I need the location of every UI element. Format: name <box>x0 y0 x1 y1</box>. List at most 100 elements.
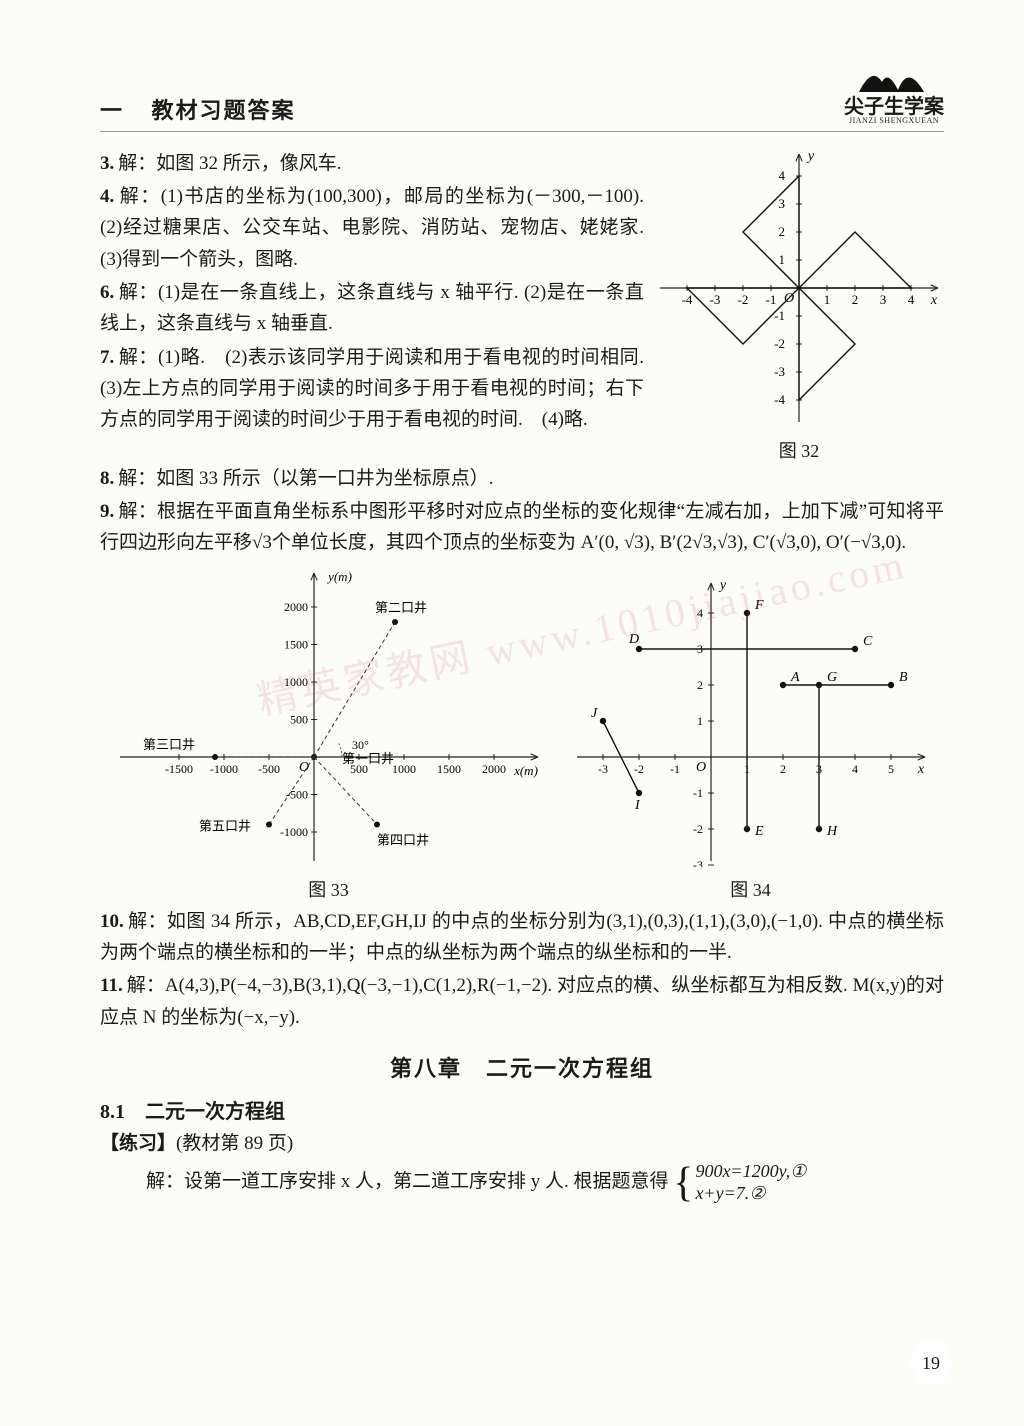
svg-text:-1: -1 <box>670 762 680 776</box>
svg-text:y: y <box>717 578 726 593</box>
figure-34: xyO-3-2-112345-3-2-11234ABCDEFGHIJ <box>571 577 931 867</box>
answer-10: 10.解：如图 34 所示，AB,CD,EF,GH,IJ 的中点的坐标分别为(3… <box>100 906 944 969</box>
header-left: 一 教材习题答案 <box>100 93 296 125</box>
svg-text:第二口井: 第二口井 <box>375 600 427 615</box>
svg-text:1500: 1500 <box>437 762 461 776</box>
svg-text:-2: -2 <box>774 336 785 351</box>
svg-text:-1000: -1000 <box>280 825 308 839</box>
answer-6-text: 解：(1)是在一条直线上，这条直线与 x 轴平行. (2)是在一条直线上，这条直… <box>100 282 644 334</box>
svg-text:x: x <box>916 762 924 777</box>
svg-text:C: C <box>863 634 873 649</box>
svg-text:3: 3 <box>779 196 786 211</box>
svg-text:x(m): x(m) <box>513 763 538 778</box>
svg-text:2: 2 <box>780 762 786 776</box>
svg-text:G: G <box>827 670 837 685</box>
svg-text:第四口井: 第四口井 <box>377 832 429 847</box>
svg-text:D: D <box>628 632 639 647</box>
practice-answer-text: 解：设第一道工序安排 x 人，第二道工序安排 y 人. 根据题意得 <box>146 1171 669 1192</box>
svg-text:y(m): y(m) <box>326 569 352 584</box>
practice-label: 【练习】(教材第 89 页) <box>100 1128 944 1155</box>
answer-3-text: 解：如图 32 所示，像风车. <box>118 153 341 174</box>
svg-text:第五口井: 第五口井 <box>199 818 251 833</box>
figure-34-caption: 图 34 <box>571 876 931 902</box>
svg-text:-3: -3 <box>710 292 721 307</box>
header-title: 教材习题答案 <box>152 98 296 123</box>
figure-32: xyO-4-3-2-11234-4-3-2-11234 <box>654 148 944 428</box>
svg-text:2: 2 <box>697 678 703 692</box>
practice-ref: (教材第 89 页) <box>176 1133 293 1154</box>
svg-text:E: E <box>754 824 764 839</box>
svg-text:1000: 1000 <box>284 675 308 689</box>
left-brace-icon: { <box>673 1162 693 1204</box>
equation-2: x+y=7.② <box>695 1183 806 1205</box>
svg-text:30°: 30° <box>352 738 369 752</box>
svg-text:第三口井: 第三口井 <box>143 737 195 752</box>
answer-9: 9.解：根据在平面直角坐标系中图形平移时对应点的坐标的变化规律“左减右加，上加下… <box>100 496 944 559</box>
svg-text:-2: -2 <box>634 762 644 776</box>
svg-text:-1: -1 <box>693 786 703 800</box>
svg-text:J: J <box>591 706 598 721</box>
equation-system: { 900x=1200y,① x+y=7.② <box>673 1161 806 1204</box>
svg-text:-1500: -1500 <box>165 762 193 776</box>
svg-text:1000: 1000 <box>392 762 416 776</box>
svg-text:1: 1 <box>824 292 831 307</box>
logo: 尖子生学案 JIANZI SHENGXUEAN <box>844 60 944 125</box>
answer-4: 4.解：(1)书店的坐标为(100,300)，邮局的坐标为(－300,－100)… <box>100 181 644 275</box>
svg-text:O: O <box>298 760 308 775</box>
logo-sub: JIANZI SHENGXUEAN <box>844 117 944 125</box>
svg-text:-4: -4 <box>774 392 785 407</box>
answer-11-text: 解：A(4,3),P(−4,−3),B(3,1),Q(−3,−1),C(1,2)… <box>100 975 944 1027</box>
svg-text:4: 4 <box>908 292 915 307</box>
svg-text:A: A <box>790 670 800 685</box>
answer-3: 3.解：如图 32 所示，像风车. <box>100 148 644 179</box>
svg-text:500: 500 <box>290 712 308 726</box>
svg-text:O: O <box>695 760 705 775</box>
svg-text:F: F <box>754 598 764 613</box>
logo-text: 尖子生学案 <box>844 97 944 117</box>
svg-text:4: 4 <box>852 762 858 776</box>
answer-7: 7.解：(1)略. (2)表示该同学用于阅读和用于看电视的时间相同. (3)左上… <box>100 342 644 436</box>
logo-icon <box>844 60 944 97</box>
section-title: 8.1 二元一次方程组 <box>100 1095 944 1124</box>
figure-33: x(m) y(m) O -1500 -1000 -500 500 1000 1500 2000 -1… <box>114 567 544 867</box>
page-header: 一 教材习题答案 尖子生学案 JIANZI SHENGXUEAN <box>100 60 944 132</box>
svg-text:1: 1 <box>697 714 703 728</box>
chapter-title: 第八章 二元一次方程组 <box>100 1051 944 1083</box>
svg-text:y: y <box>806 149 815 164</box>
svg-text:1: 1 <box>779 252 786 267</box>
answer-6: 6.解：(1)是在一条直线上，这条直线与 x 轴平行. (2)是在一条直线上，这… <box>100 277 644 340</box>
svg-text:2000: 2000 <box>284 600 308 614</box>
svg-text:4: 4 <box>697 606 703 620</box>
svg-text:-2: -2 <box>738 292 749 307</box>
svg-text:-1000: -1000 <box>210 762 238 776</box>
answer-7-text: 解：(1)略. (2)表示该同学用于阅读和用于看电视的时间相同. (3)左上方点… <box>100 347 663 431</box>
svg-text:5: 5 <box>888 762 894 776</box>
practice-bracket: 【练习】 <box>100 1133 176 1154</box>
svg-text:-4: -4 <box>682 292 693 307</box>
answer-8-text: 解：如图 33 所示（以第一口井为坐标原点）. <box>118 468 493 489</box>
figure-32-caption: 图 32 <box>654 437 944 463</box>
svg-text:-2: -2 <box>693 822 703 836</box>
svg-text:x: x <box>930 293 938 308</box>
equation-1: 900x=1200y,① <box>695 1161 806 1183</box>
svg-text:-3: -3 <box>598 762 608 776</box>
page-number-text: 19 <box>922 1353 940 1374</box>
svg-text:-500: -500 <box>258 762 280 776</box>
svg-text:3: 3 <box>880 292 887 307</box>
practice-answer: 解：设第一道工序安排 x 人，第二道工序安排 y 人. 根据题意得 { 900x… <box>100 1161 944 1204</box>
svg-text:4: 4 <box>779 168 786 183</box>
answer-10-text: 解：如图 34 所示，AB,CD,EF,GH,IJ 的中点的坐标分别为(3,1)… <box>100 911 944 963</box>
svg-text:-1: -1 <box>766 292 777 307</box>
svg-text:2: 2 <box>852 292 859 307</box>
svg-text:第一口井: 第一口井 <box>342 751 394 766</box>
svg-text:1500: 1500 <box>284 637 308 651</box>
answer-11: 11.解：A(4,3),P(−4,−3),B(3,1),Q(−3,−1),C(1… <box>100 970 944 1033</box>
page-number: 19 <box>908 1340 954 1386</box>
svg-text:2000: 2000 <box>482 762 506 776</box>
answer-8: 8.解：如图 33 所示（以第一口井为坐标原点）. <box>100 463 944 494</box>
figure-33-caption: 图 33 <box>114 876 544 902</box>
section-marker: 一 <box>100 98 124 123</box>
answer-4-text: 解：(1)书店的坐标为(100,300)，邮局的坐标为(－300,－100). … <box>100 186 663 270</box>
answer-9-text: 解：根据在平面直角坐标系中图形平移时对应点的坐标的变化规律“左减右加，上加下减”… <box>100 501 944 553</box>
svg-text:I: I <box>634 798 641 813</box>
